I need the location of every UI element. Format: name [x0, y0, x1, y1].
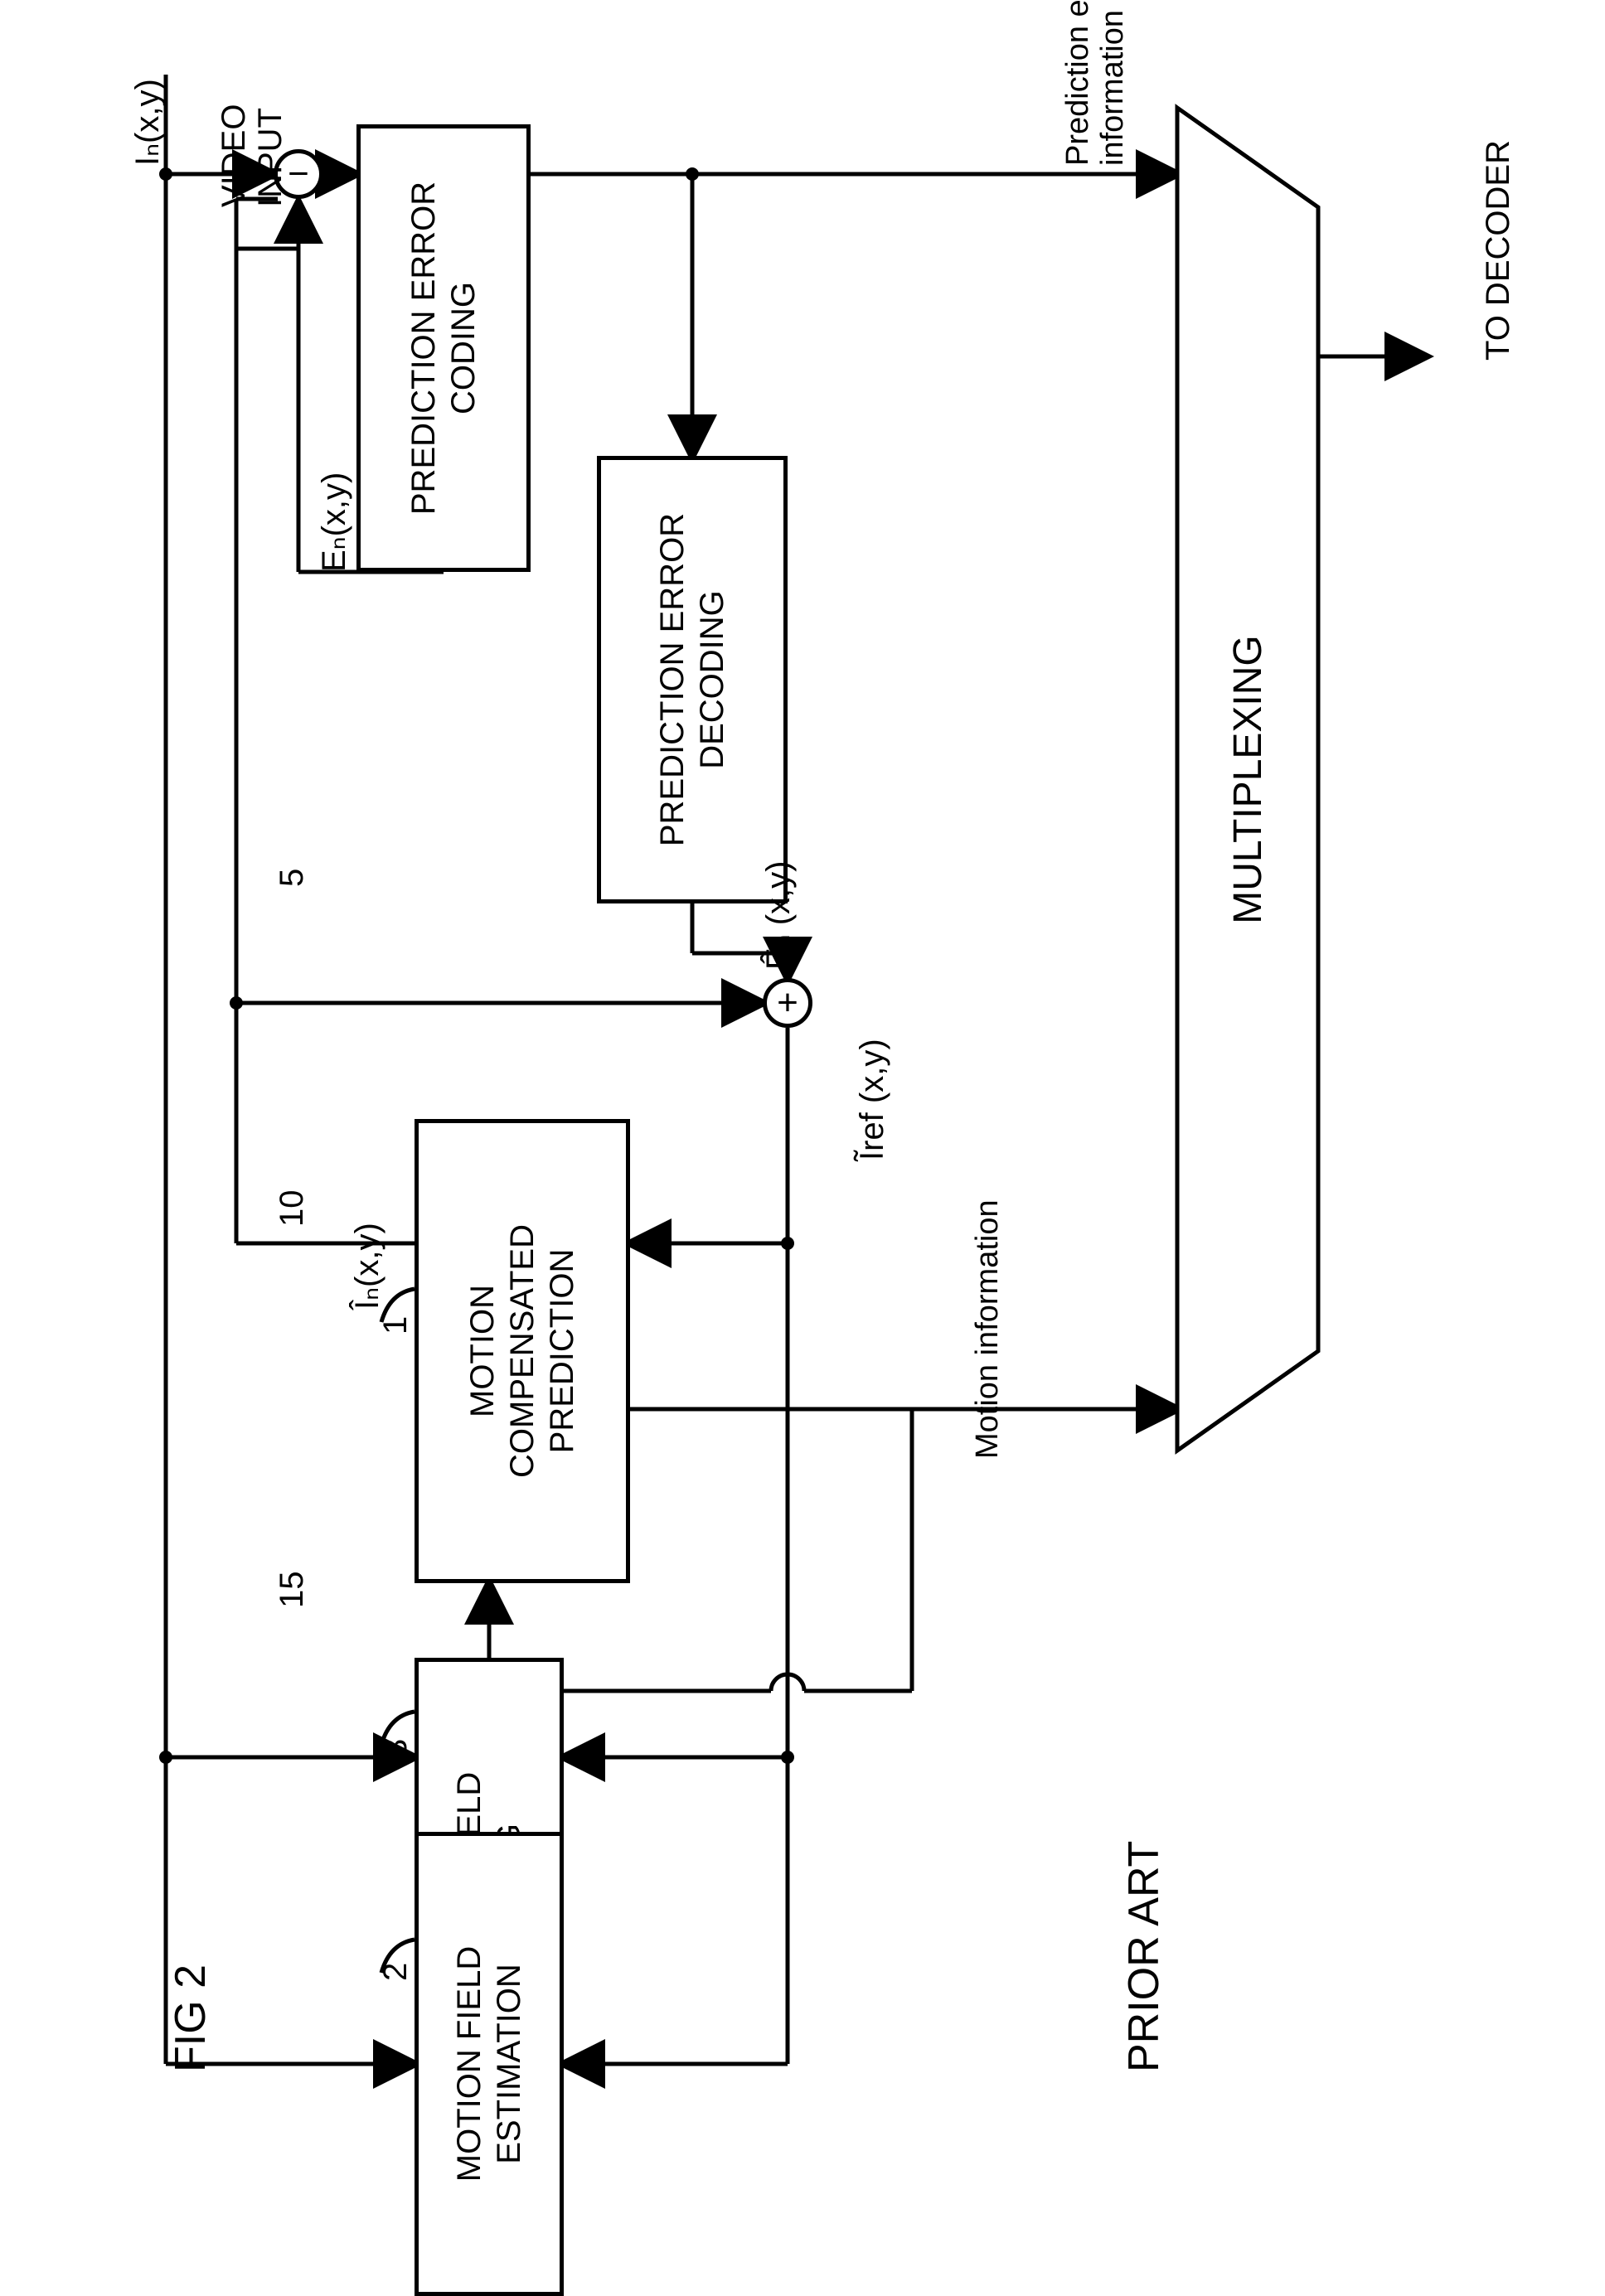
label-ref-1: 1 — [377, 1316, 415, 1334]
label-en: Eₙ(x,y) — [315, 472, 353, 572]
label-ref-15: 15 — [274, 1572, 311, 1609]
block-motion-field-estimation: MOTION FIELD ESTIMATION — [415, 1832, 564, 2296]
label-in-symbol: Iₙ(x,y) — [128, 79, 167, 166]
sum-sign: + — [777, 982, 798, 1024]
label-ref-2: 2 — [377, 1963, 415, 1981]
label-ihat: Îₙ(x,y) — [348, 1223, 386, 1310]
prior-art-label: PRIOR ART — [1119, 1841, 1169, 2072]
connectors — [0, 0, 1605, 2120]
block-label: PREDICTION ERROR CODING — [404, 182, 483, 515]
label-ehat: Êₙ (x,y) — [759, 861, 798, 970]
label-motion-info: Motion information — [970, 1199, 1006, 1459]
label-iref: Ĩref (x,y) — [854, 1039, 891, 1160]
figure-label: FIG 2 — [166, 1964, 216, 2072]
block-label: PREDICTION ERROR DECODING — [652, 513, 732, 846]
video-encoder-diagram: PREDICTION ERROR CODING PREDICTION ERROR… — [0, 0, 1605, 2120]
block-multiplexing: MULTIPLEXING — [1177, 108, 1318, 1451]
block-prediction-error-decoding: PREDICTION ERROR DECODING — [597, 456, 788, 903]
label-ref-5: 5 — [274, 869, 311, 887]
block-label: MOTION COMPENSATED PREDICTION — [463, 1224, 582, 1478]
label-pred-error-info: Prediction error information — [1061, 0, 1131, 166]
block-prediction-error-coding: PREDICTION ERROR CODING — [356, 124, 531, 572]
label-ref-3: 3 — [377, 1739, 415, 1757]
label-ref-10: 10 — [274, 1190, 311, 1228]
label-to-decoder: TO DECODER — [1480, 140, 1517, 361]
sum-sign: − — [288, 153, 309, 195]
add-junction: + — [763, 978, 812, 1028]
block-motion-compensated-prediction: MOTION COMPENSATED PREDICTION — [415, 1119, 630, 1583]
block-label: MULTIPLEXING — [1225, 635, 1271, 924]
block-label: MOTION FIELD ESTIMATION — [449, 1946, 529, 2182]
label-video-input: VIDEO INPUT — [216, 104, 289, 207]
